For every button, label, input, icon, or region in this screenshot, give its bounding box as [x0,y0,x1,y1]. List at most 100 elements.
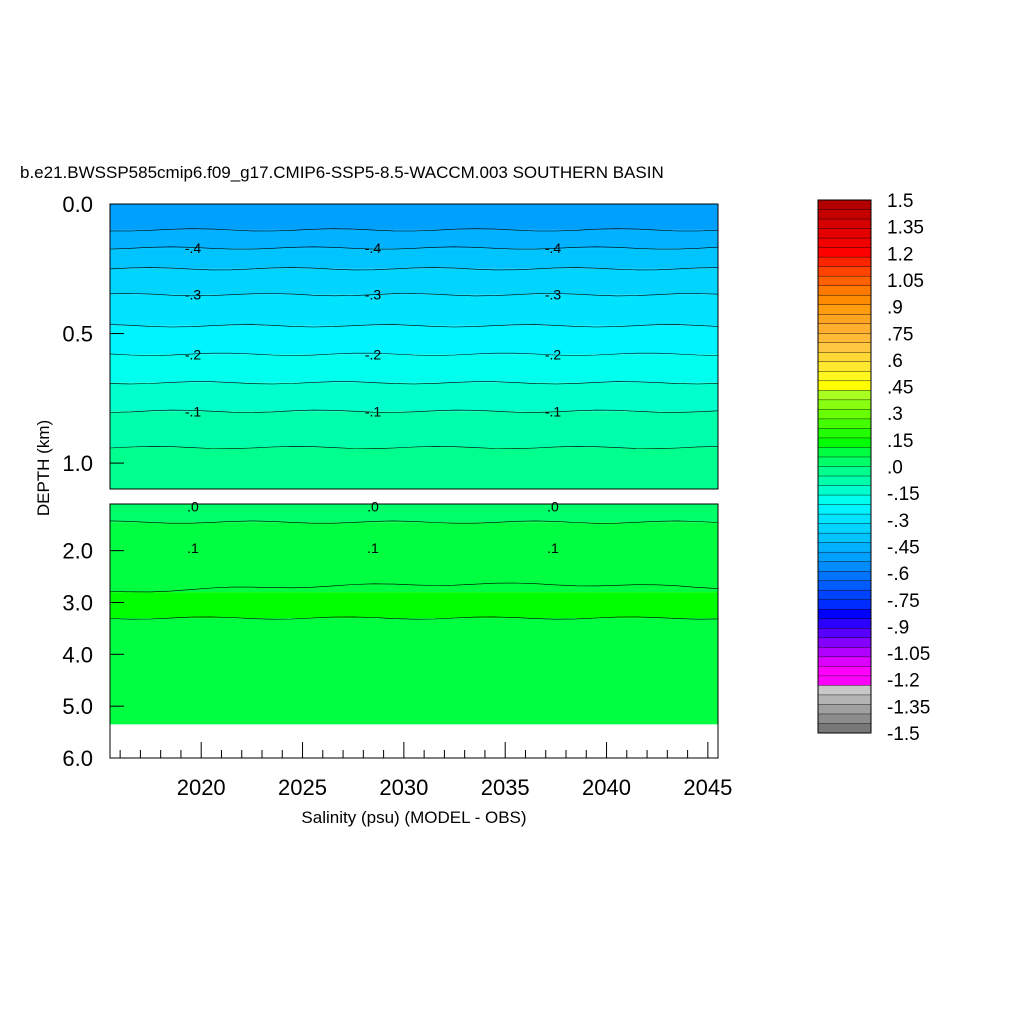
depth-band [110,411,718,448]
y-tick-label: 1.0 [62,451,93,476]
colorbar-tick-label: 1.5 [887,191,913,212]
colorbar-tick-label: -.75 [887,591,920,612]
colorbar-frame [817,199,872,734]
colorbar-swatch [817,275,872,287]
contour-label: -.4 [185,240,202,256]
colorbar-swatch [817,418,872,429]
colorbar-swatch [817,266,872,277]
contour-line [109,324,719,328]
colorbar-swatch [817,228,872,239]
contour-label: -.3 [185,287,202,303]
x-tick-label: 2045 [683,775,732,800]
colorbar-swatch [817,675,872,686]
colorbar-tick-label: .3 [887,404,903,425]
colorbar-swatch [817,475,872,487]
y-axis-label: DEPTH (km) [34,420,53,516]
contour-label: .1 [367,540,379,556]
depth-band [110,354,718,383]
colorbar-swatch [817,437,872,448]
y-tick-label: 3.0 [62,590,93,615]
contour-label: -.1 [545,403,562,419]
contour-line [109,267,719,271]
contour-label: -.1 [365,403,382,419]
colorbar-swatch [817,218,872,230]
contour-line [109,409,719,413]
colorbar-swatch [817,352,872,363]
depth-band [110,248,718,269]
colorbar-swatch [817,285,872,296]
colorbar-swatch [817,209,872,220]
colorbar-swatch [817,504,872,515]
colorbar-swatch [817,485,872,496]
contour-label: -.3 [545,287,562,303]
contour-label: .1 [547,540,559,556]
contour-label: -.4 [365,240,382,256]
colorbar-tick-label: 1.2 [887,244,913,265]
colorbar: 1.5 1.35 1.2 1.05 .9 .75 .6 .45 .3 .15 .0 -.15 -.3 -.… [817,191,930,745]
colorbar-swatch [817,685,872,696]
colorbar-tick-label: -.15 [887,484,920,505]
depth-band [110,522,718,593]
contour-line [109,381,719,385]
colorbar-swatch [817,609,872,620]
colorbar-tick-label: .9 [887,298,903,319]
colorbar-swatch [817,237,872,249]
colorbar-swatch [817,409,872,420]
colorbar-tick-label: -.9 [887,617,909,638]
colorbar-swatch [817,647,872,658]
colorbar-swatch [817,523,872,534]
colorbar-tick-label: .45 [887,378,913,399]
colorbar-tick-label: .75 [887,324,913,345]
colorbar-swatch [817,390,872,401]
colorbar-swatch [817,637,872,648]
upper-panel: -.4 -.4 -.4 -.3 -.3 -.3 -.2 -.2 -.2 -.1 -.1 -.1 0.0 0… [62,192,719,490]
x-tick-label: 2035 [481,775,530,800]
colorbar-swatch [817,666,872,677]
contour-label: .1 [187,540,199,556]
depth-band [110,325,718,355]
colorbar-tick-label: -1.2 [887,671,920,692]
depth-band [110,618,718,725]
depth-band [110,204,718,230]
contour-label: -.1 [185,403,202,419]
colorbar-swatch [817,247,872,258]
y-tick-label: 0.0 [62,192,93,217]
contour-label: -.4 [545,240,562,256]
colorbar-swatch [817,456,872,468]
colorbar-swatch [817,656,872,667]
contour-line [109,616,719,620]
colorbar-swatch [817,380,872,391]
colorbar-swatch [817,532,872,544]
colorbar-swatch [817,599,872,610]
colorbar-swatch [817,466,872,477]
contour-line [109,446,719,450]
colorbar-swatch [817,304,872,315]
colorbar-swatch [817,371,872,382]
colorbar-tick-label: .6 [887,351,903,372]
colorbar-swatch [817,256,872,268]
contour-label: .0 [187,499,199,515]
colorbar-swatch [817,618,872,629]
y-tick-label: 6.0 [62,746,93,771]
depth-band [110,592,718,619]
colorbar-swatch [817,447,872,458]
colorbar-swatch [817,494,872,506]
x-tick-label: 2040 [582,775,631,800]
depth-band [110,504,718,523]
colorbar-swatch [817,704,872,715]
contour-line [109,293,719,297]
lower-panel: .0 .0 .0 .1 .1 .1 2.0 3.0 4.0 5.0 6.0 [62,499,719,771]
x-tick-label: 2025 [278,775,327,800]
contour-line [109,352,719,356]
contour-line [109,228,719,232]
x-tick-label: 2020 [177,775,226,800]
colorbar-swatch [817,713,872,724]
contour-label: .0 [367,499,379,515]
colorbar-swatch [817,428,872,439]
colorbar-swatch [817,199,872,211]
colorbar-swatch [817,561,872,572]
depth-band [110,294,718,326]
colorbar-swatch [817,551,872,563]
colorbar-swatch [817,570,872,582]
